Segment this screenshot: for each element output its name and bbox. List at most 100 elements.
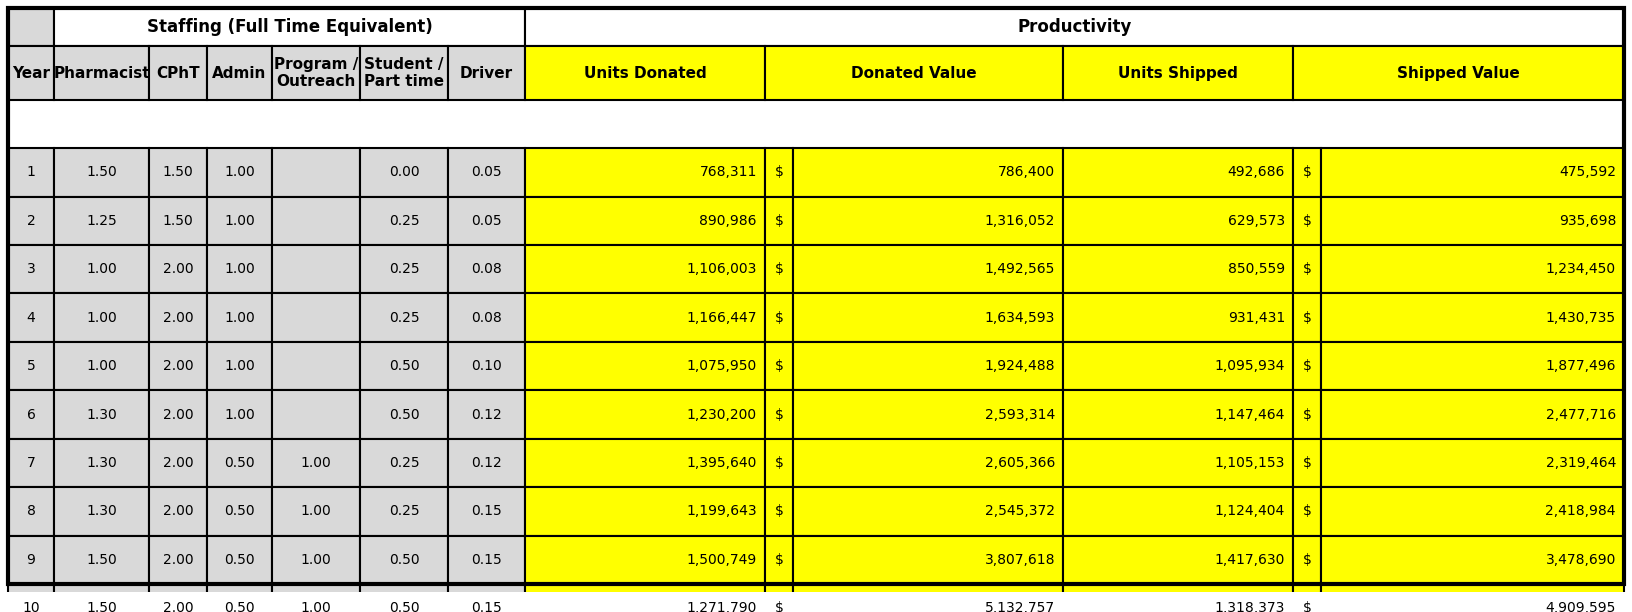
Bar bbox=[54, 245, 149, 293]
Bar bbox=[8, 47, 54, 100]
Bar bbox=[273, 293, 361, 342]
Text: $: $ bbox=[775, 262, 783, 276]
Text: 0.50: 0.50 bbox=[388, 553, 419, 567]
Text: 475,592: 475,592 bbox=[1559, 165, 1616, 179]
Bar bbox=[1293, 487, 1320, 536]
Text: Units Shipped: Units Shipped bbox=[1118, 65, 1239, 81]
Bar bbox=[765, 196, 793, 245]
Text: 1.00: 1.00 bbox=[224, 214, 255, 228]
Bar bbox=[273, 439, 361, 487]
Text: 2,477,716: 2,477,716 bbox=[1546, 408, 1616, 422]
Text: 0.00: 0.00 bbox=[388, 165, 419, 179]
Text: 1.00: 1.00 bbox=[300, 553, 331, 567]
Text: $: $ bbox=[1302, 602, 1312, 612]
Bar bbox=[793, 196, 1062, 245]
Text: 1.00: 1.00 bbox=[300, 602, 331, 612]
Text: 0.25: 0.25 bbox=[388, 214, 419, 228]
Text: 2.00: 2.00 bbox=[163, 408, 193, 422]
Text: 1.00: 1.00 bbox=[86, 311, 118, 324]
Text: 1,316,052: 1,316,052 bbox=[984, 214, 1054, 228]
Bar bbox=[149, 196, 207, 245]
Bar bbox=[361, 439, 449, 487]
Bar bbox=[54, 148, 149, 196]
Bar bbox=[273, 342, 361, 390]
Text: 0.10: 0.10 bbox=[472, 359, 503, 373]
Text: 1,924,488: 1,924,488 bbox=[984, 359, 1054, 373]
Text: 2.00: 2.00 bbox=[163, 602, 193, 612]
Bar bbox=[207, 245, 273, 293]
Bar bbox=[449, 293, 526, 342]
Bar bbox=[449, 439, 526, 487]
Text: Program /
Outreach: Program / Outreach bbox=[274, 57, 357, 89]
Bar bbox=[1320, 148, 1624, 196]
Text: Year: Year bbox=[11, 65, 51, 81]
Bar bbox=[1062, 245, 1293, 293]
Text: 3,478,690: 3,478,690 bbox=[1546, 553, 1616, 567]
Bar bbox=[793, 390, 1062, 439]
Text: 1,106,003: 1,106,003 bbox=[687, 262, 757, 276]
Bar bbox=[273, 390, 361, 439]
Text: CPhT: CPhT bbox=[157, 65, 199, 81]
Bar bbox=[149, 47, 207, 100]
Text: 0.50: 0.50 bbox=[388, 602, 419, 612]
Text: 2.00: 2.00 bbox=[163, 262, 193, 276]
Text: Units Donated: Units Donated bbox=[584, 65, 707, 81]
Bar bbox=[54, 196, 149, 245]
Bar bbox=[8, 342, 54, 390]
Bar bbox=[54, 439, 149, 487]
Bar bbox=[207, 584, 273, 612]
Text: 1,877,496: 1,877,496 bbox=[1546, 359, 1616, 373]
Text: 1.00: 1.00 bbox=[224, 359, 255, 373]
Bar bbox=[54, 47, 149, 100]
Bar bbox=[361, 536, 449, 584]
Bar bbox=[149, 148, 207, 196]
Bar bbox=[1320, 342, 1624, 390]
Bar bbox=[8, 536, 54, 584]
Bar bbox=[54, 293, 149, 342]
Text: Admin: Admin bbox=[212, 65, 266, 81]
Text: 2.00: 2.00 bbox=[163, 456, 193, 470]
Text: 2: 2 bbox=[26, 214, 36, 228]
Text: 1,230,200: 1,230,200 bbox=[687, 408, 757, 422]
Text: 0.05: 0.05 bbox=[472, 214, 501, 228]
Bar bbox=[361, 342, 449, 390]
Bar bbox=[793, 342, 1062, 390]
Text: 0.50: 0.50 bbox=[224, 602, 255, 612]
Text: 1,124,404: 1,124,404 bbox=[1214, 504, 1284, 518]
Text: $: $ bbox=[775, 504, 783, 518]
Bar bbox=[449, 584, 526, 612]
Text: $: $ bbox=[1302, 408, 1312, 422]
Bar bbox=[1293, 584, 1320, 612]
Bar bbox=[8, 148, 54, 196]
Text: 0.50: 0.50 bbox=[224, 553, 255, 567]
Bar bbox=[526, 245, 765, 293]
Text: 0.25: 0.25 bbox=[388, 311, 419, 324]
Bar bbox=[8, 439, 54, 487]
Bar bbox=[361, 293, 449, 342]
Text: 2.00: 2.00 bbox=[163, 359, 193, 373]
Bar bbox=[526, 293, 765, 342]
Bar bbox=[1062, 487, 1293, 536]
Text: 2.00: 2.00 bbox=[163, 311, 193, 324]
Bar bbox=[526, 148, 765, 196]
Bar bbox=[207, 148, 273, 196]
Text: 1.00: 1.00 bbox=[224, 165, 255, 179]
Text: 2.00: 2.00 bbox=[163, 504, 193, 518]
Bar bbox=[149, 584, 207, 612]
Bar bbox=[207, 196, 273, 245]
Bar bbox=[8, 293, 54, 342]
Text: 0.15: 0.15 bbox=[472, 504, 503, 518]
Text: 1,318,373: 1,318,373 bbox=[1214, 602, 1284, 612]
Text: 1.00: 1.00 bbox=[224, 311, 255, 324]
Bar bbox=[207, 536, 273, 584]
Bar bbox=[526, 536, 765, 584]
Text: 786,400: 786,400 bbox=[997, 165, 1054, 179]
Text: $: $ bbox=[1302, 553, 1312, 567]
Text: 0.05: 0.05 bbox=[472, 165, 501, 179]
Text: 1,271,790: 1,271,790 bbox=[687, 602, 757, 612]
Bar bbox=[273, 536, 361, 584]
Text: $: $ bbox=[1302, 262, 1312, 276]
Text: 1.50: 1.50 bbox=[86, 553, 118, 567]
Bar bbox=[765, 148, 793, 196]
Text: 1,500,749: 1,500,749 bbox=[687, 553, 757, 567]
